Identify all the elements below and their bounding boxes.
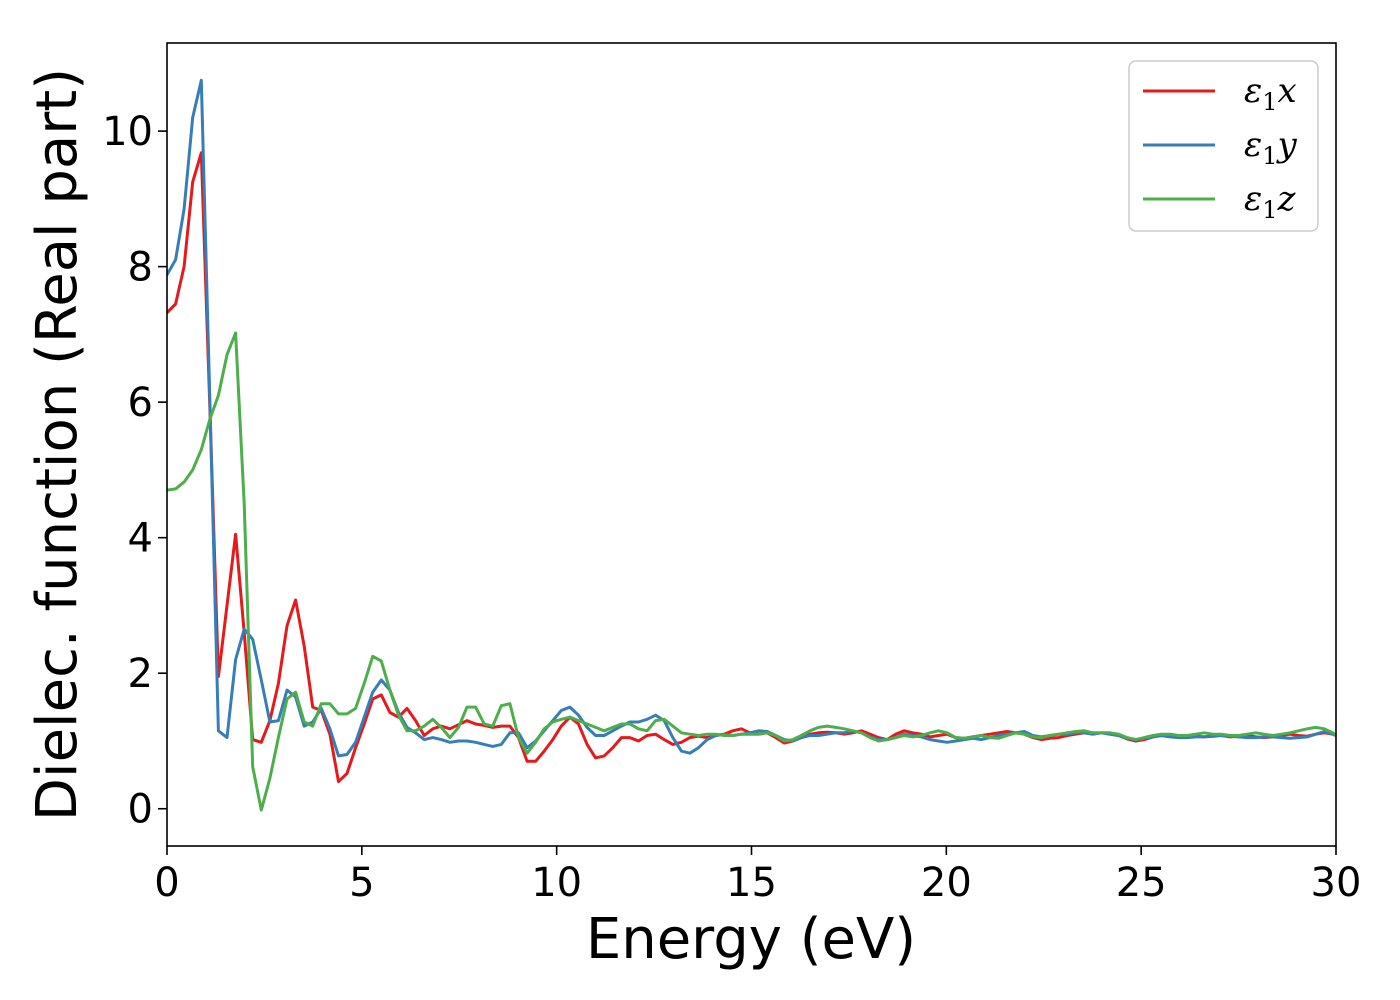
x-axis: 0 5 10 15 20 25 30 (154, 846, 1361, 906)
x-tick-label: 0 (154, 860, 179, 906)
y-tick-label: 6 (128, 380, 153, 426)
x-tick-label: 15 (726, 860, 777, 906)
y-axis-title: Dielec. function (Real part) (25, 68, 90, 821)
y-tick-label: 8 (128, 245, 153, 291)
x-tick-label: 5 (349, 860, 374, 906)
legend-label: ε1x (1244, 71, 1297, 116)
y-tick-label: 4 (128, 516, 153, 562)
legend-label: ε1y (1244, 125, 1298, 170)
legend-item-y: ε1y (1143, 125, 1298, 170)
series-lines (167, 78, 1336, 812)
legend-box (1128, 60, 1319, 232)
y-axis: 0 2 4 6 8 10 (102, 109, 167, 833)
y-tick-label: 10 (102, 109, 153, 155)
series-line-x (167, 151, 1336, 784)
y-tick-label: 2 (128, 651, 153, 697)
legend-label: ε1z (1244, 179, 1297, 224)
legend-items: ε1x ε1y ε1z (1143, 71, 1298, 224)
series-line-z (167, 331, 1336, 812)
x-axis-title: Energy (eV) (586, 907, 916, 972)
legend-item-z: ε1z (1143, 179, 1297, 224)
legend: ε1x ε1y ε1z (1128, 60, 1319, 232)
x-tick-label: 30 (1311, 860, 1362, 906)
x-tick-label: 25 (1116, 860, 1167, 906)
y-tick-label: 0 (128, 787, 153, 833)
legend-item-x: ε1x (1143, 71, 1297, 116)
x-tick-label: 10 (531, 860, 582, 906)
x-tick-label: 20 (921, 860, 972, 906)
